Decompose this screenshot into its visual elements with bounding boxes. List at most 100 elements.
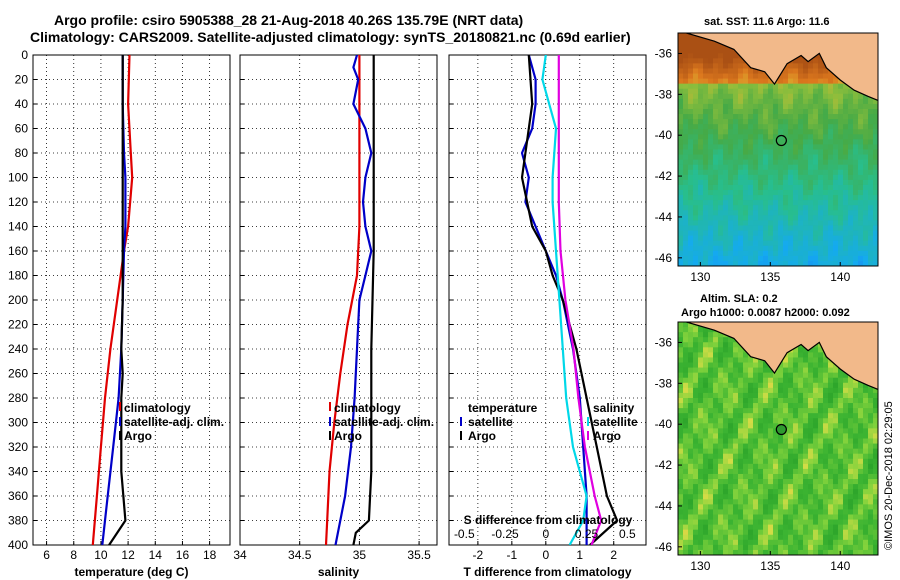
sst-cell <box>798 179 804 186</box>
sla-cell <box>843 529 849 536</box>
depth-tick-label: 0 <box>21 48 28 62</box>
sla-cell <box>788 357 794 364</box>
sla-cell <box>708 494 714 500</box>
sst-cell <box>778 225 784 232</box>
sla-cell <box>688 377 694 384</box>
sla-cell <box>773 468 779 475</box>
sla-cell <box>778 494 784 500</box>
sla-cell <box>708 489 714 495</box>
sla-cell <box>823 494 829 500</box>
sst-cell <box>808 255 814 262</box>
sla-cell <box>788 494 794 500</box>
sst-cell <box>843 134 849 140</box>
sla-cell <box>768 433 774 440</box>
sla-cell <box>773 413 779 419</box>
sst-cell <box>808 235 814 242</box>
sla-cell <box>688 489 694 495</box>
sst-cell <box>713 195 719 201</box>
sst-cell <box>838 119 844 125</box>
sst-cell <box>753 129 759 135</box>
sst-cell <box>793 88 799 95</box>
sst-cell <box>758 184 764 191</box>
sst-map: 130 135 140-36-38-40-42-44-46 <box>655 32 879 284</box>
sla-cell <box>813 347 819 353</box>
sst-cell <box>678 129 684 135</box>
sst-cell <box>683 48 689 54</box>
sst-cell <box>793 255 799 262</box>
sst-cell <box>688 210 694 216</box>
sla-cell <box>748 372 754 379</box>
sla-cell <box>828 382 834 389</box>
sla-cell <box>698 463 704 470</box>
sla-cell <box>833 408 839 414</box>
sla-cell <box>758 453 764 460</box>
sst-cell <box>688 114 694 120</box>
sst-cell <box>773 154 779 161</box>
sst-cell <box>813 108 819 115</box>
sst-cell <box>818 235 824 242</box>
sla-cell <box>753 392 759 399</box>
sst-cell <box>833 149 839 156</box>
sla-cell <box>813 534 819 541</box>
sst-cell <box>838 245 844 252</box>
sla-cell <box>873 539 878 546</box>
sst-cell <box>833 159 839 166</box>
sst-cell <box>843 179 849 186</box>
sla-cell <box>858 418 864 424</box>
sla-cell <box>693 443 699 450</box>
sla-cell <box>783 377 789 384</box>
sla-cell <box>733 423 739 429</box>
sst-cell <box>753 184 759 191</box>
sla-cell <box>708 428 714 435</box>
sst-cell <box>723 230 729 237</box>
sst-cell <box>793 139 799 146</box>
sst-cell <box>818 230 824 237</box>
sst-cell <box>693 235 699 242</box>
sst-cell <box>703 73 709 80</box>
sst-cell <box>683 184 689 191</box>
sst-cell <box>763 245 769 252</box>
sla-cell <box>808 413 814 419</box>
sst-cell <box>863 159 869 166</box>
sst-cell <box>833 260 839 266</box>
sst-cell <box>743 225 749 232</box>
sst-cell <box>798 88 804 95</box>
sst-cell <box>843 245 849 252</box>
sla-cell <box>808 408 814 414</box>
sst-cell <box>833 250 839 257</box>
sla-cell <box>713 479 719 485</box>
sst-cell <box>688 139 694 146</box>
sst-cell <box>753 68 759 75</box>
sst-cell <box>748 119 754 125</box>
sla-cell <box>768 413 774 419</box>
sst-cell <box>723 129 729 135</box>
sla-cell <box>768 484 774 490</box>
sst-cell <box>688 195 694 201</box>
sst-cell <box>768 129 774 135</box>
sla-cell <box>748 448 754 455</box>
sla-cell <box>703 514 709 521</box>
sla-cell <box>718 392 724 399</box>
sst-cell <box>683 108 689 115</box>
sst-cell <box>708 230 714 237</box>
sst-cell <box>833 83 839 90</box>
sla-cell <box>723 529 729 536</box>
sla-cell <box>858 468 864 475</box>
sst-cell <box>703 83 709 90</box>
sla-cell <box>788 544 794 551</box>
sla-cell <box>713 382 719 389</box>
sst-cell <box>698 215 704 222</box>
sst-cell <box>843 200 849 206</box>
sla-cell <box>738 352 744 359</box>
sst-cell <box>813 230 819 237</box>
sst-cell <box>793 230 799 237</box>
sla-cell <box>848 443 854 450</box>
sst-cell <box>713 93 719 100</box>
sst-cell <box>838 184 844 191</box>
sst-cell <box>713 58 719 64</box>
sst-cell <box>863 215 869 222</box>
sst-cell <box>778 250 784 257</box>
sst-cell <box>683 124 689 130</box>
sla-cell <box>723 443 729 450</box>
sla-cell <box>718 448 724 455</box>
